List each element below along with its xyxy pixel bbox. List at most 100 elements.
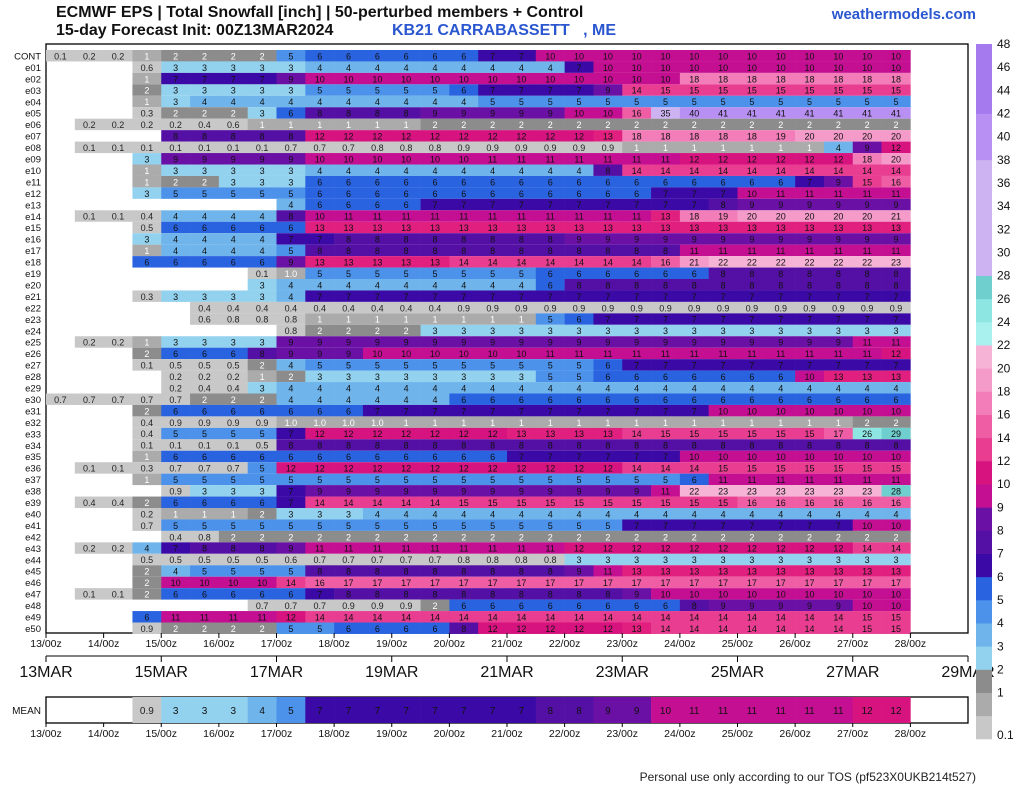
cell-value: 0.7 <box>141 395 154 405</box>
cell <box>852 427 882 440</box>
cell-value: 9 <box>836 177 841 187</box>
cell-value: 0.5 <box>198 361 211 371</box>
member-label: e12 <box>25 189 41 200</box>
cell <box>852 72 882 85</box>
cell-value: 12 <box>488 132 498 142</box>
cell-value: 6 <box>605 395 610 405</box>
cell-value: 8 <box>202 544 207 554</box>
member-row-e10: e10 1 3 3 3 3 3 4 4 4 4 4 4 4 4 4 4 8 14 14 14 14 14 14 14 14 14 14 <box>25 164 911 177</box>
cell-value: 12 <box>315 464 325 474</box>
cell-value: 6 <box>749 372 754 382</box>
cell-value: 10 <box>459 74 469 84</box>
cell-value: 12 <box>603 624 613 634</box>
cell-value: 7 <box>490 292 495 302</box>
cell-value: 15 <box>805 429 815 439</box>
cell <box>391 599 421 612</box>
cell-value: 7 <box>432 406 437 416</box>
cell-value: 3 <box>260 109 265 119</box>
cell <box>362 427 393 440</box>
cell-value: 0.4 <box>198 120 211 130</box>
cell <box>593 622 623 634</box>
cell <box>766 107 796 119</box>
cell <box>391 359 421 371</box>
cell <box>881 553 911 566</box>
cell-value: 6 <box>260 223 265 233</box>
cell-value: 0.5 <box>141 223 154 233</box>
cell-value: 3 <box>317 509 322 519</box>
cell-value: 6 <box>663 601 668 611</box>
cell <box>218 553 248 566</box>
cell <box>420 508 450 520</box>
cell-value: 15 <box>689 86 699 96</box>
cell <box>881 279 911 291</box>
date-label: 13MAR <box>19 664 72 681</box>
cell-value: 7 <box>317 590 322 600</box>
cell-value: 4 <box>807 509 812 519</box>
cell-value: 6 <box>634 189 639 199</box>
cell-value: 6 <box>375 51 380 61</box>
cell-value: 12 <box>574 464 584 474</box>
cell <box>276 404 306 417</box>
colorbar-swatch <box>976 90 992 114</box>
cell <box>334 336 364 348</box>
cell-value: 5 <box>548 97 553 107</box>
cell-value: 41 <box>805 109 815 119</box>
cell <box>334 175 364 188</box>
cell <box>737 61 767 73</box>
cell <box>622 519 652 531</box>
cell-value: 13 <box>574 223 584 233</box>
cell <box>795 416 825 428</box>
cell-value: 1 <box>721 143 726 153</box>
cell-value: 4 <box>749 383 754 393</box>
cell-value: 4 <box>288 383 293 393</box>
cell-value: 15 <box>862 177 872 187</box>
cell <box>362 496 393 508</box>
cell <box>593 153 623 165</box>
cell-value: 3 <box>836 555 841 565</box>
cell <box>737 347 767 360</box>
cell-value: 10 <box>257 578 267 588</box>
cell <box>708 95 738 108</box>
site-link[interactable]: weathermodels.com <box>831 6 976 23</box>
cell <box>737 267 767 279</box>
cell-value: 4 <box>778 509 783 519</box>
cell-value: 8 <box>605 246 610 256</box>
cell-value: 14 <box>344 612 354 622</box>
cell <box>218 244 248 257</box>
cell <box>564 50 594 62</box>
cell <box>651 141 681 154</box>
cell <box>535 530 565 543</box>
member-row-e18: e18 6 6 6 6 6 9 13 13 13 13 13 14 14 14 14 14 14 14 16 21 22 2… <box>25 256 911 269</box>
cell <box>478 233 508 245</box>
cell <box>478 244 508 257</box>
cell <box>334 439 364 451</box>
cell-value: 2 <box>202 395 207 405</box>
cell-value: 11 <box>690 349 699 359</box>
cell-value: 4 <box>317 63 322 73</box>
cell-value: 20 <box>805 132 815 142</box>
cell-value: 0.7 <box>313 555 326 565</box>
cell <box>449 553 479 566</box>
cell <box>823 519 854 531</box>
cell-value: 6 <box>548 280 553 290</box>
cell <box>823 84 854 96</box>
cell <box>881 462 911 474</box>
cell <box>334 324 364 337</box>
cell-value: 1 <box>548 418 553 428</box>
cell <box>305 588 335 600</box>
cell <box>218 393 248 405</box>
cell <box>679 393 709 405</box>
cell <box>679 301 709 314</box>
cell-value: 9 <box>519 338 524 348</box>
member-row-e46: e46 2 10 10 10 10 14 16 17 17 17 17 17 17 17 17 17 17 17 17… <box>25 576 911 589</box>
member-label: e23 <box>25 315 41 326</box>
cell-value: 10 <box>574 109 584 119</box>
cell <box>391 542 421 554</box>
cell-value: 3 <box>721 555 726 565</box>
cell-value: 4 <box>432 280 437 290</box>
cell-value: 13 <box>574 429 584 439</box>
mean-cell <box>708 697 738 723</box>
cell <box>651 324 681 337</box>
cell <box>564 370 594 383</box>
member-row-e08: e08 0.1 0.1 0.1 0.1 0.1 0.1 0.1 0.7 0.7 0.7 0.8 0.8 0… <box>25 141 911 154</box>
